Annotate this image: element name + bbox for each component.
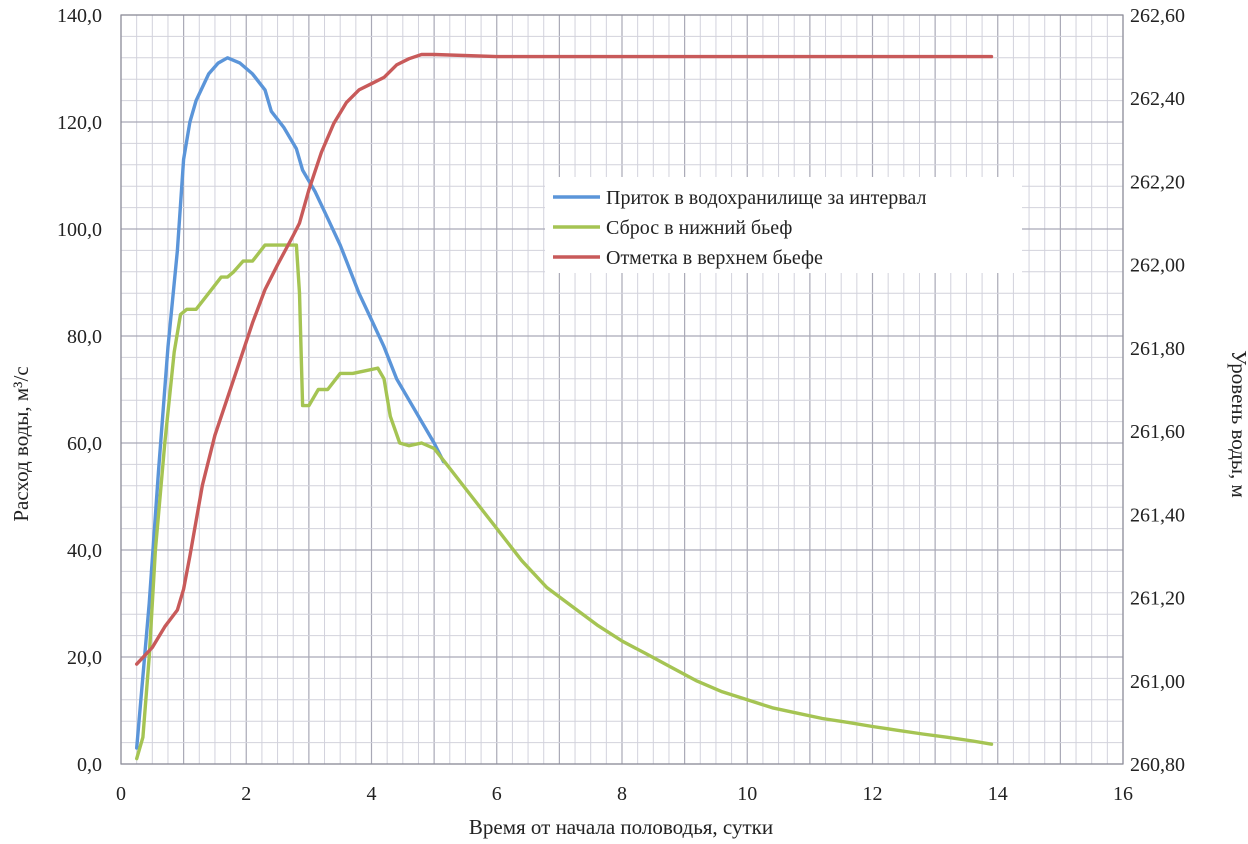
y-right-tick-label: 262,60 xyxy=(1130,5,1185,27)
x-tick-label: 8 xyxy=(617,783,627,805)
x-tick-label: 16 xyxy=(1113,783,1133,805)
legend-item-inflow: Приток в водохранилище за интервал xyxy=(553,187,926,209)
x-tick-label: 2 xyxy=(241,783,251,805)
y-left-tick-label: 120,0 xyxy=(57,112,102,134)
y-right-tick-label: 260,80 xyxy=(1130,754,1185,776)
legend: Приток в водохранилище за интервал Сброс … xyxy=(545,177,1022,273)
series-line-level xyxy=(135,52,994,666)
x-tick-label: 12 xyxy=(863,783,883,805)
x-tick-label: 14 xyxy=(988,783,1008,805)
y-right-tick-label: 261,80 xyxy=(1130,338,1185,360)
y-left-axis-title: Расход воды, м³/с xyxy=(9,366,33,521)
y-right-tick-label: 262,20 xyxy=(1130,171,1185,193)
y-left-tick-label: 0,0 xyxy=(77,754,102,776)
x-tick-label: 4 xyxy=(367,783,377,805)
x-tick-label: 6 xyxy=(492,783,502,805)
y-right-tick-label: 262,00 xyxy=(1130,255,1185,277)
legend-label: Отметка в верхнем бьефе xyxy=(606,247,823,269)
y-right-axis-title: Уровень воды, м xyxy=(1227,350,1248,497)
plot-frame xyxy=(120,14,1124,765)
y-right-tick-label: 261,60 xyxy=(1130,421,1185,443)
y-left-axis-ticks: 0,0 20,0 40,0 60,0 80,0 100,0 120,0 140,0 xyxy=(57,5,102,776)
x-axis-ticks: 0 2 4 6 8 10 12 14 16 xyxy=(116,783,1133,805)
series-line-inflow xyxy=(135,56,446,750)
y-left-tick-label: 60,0 xyxy=(67,433,102,455)
series-line-discharge xyxy=(135,243,994,761)
y-right-tick-label: 262,40 xyxy=(1130,88,1185,110)
y-left-tick-label: 20,0 xyxy=(67,647,102,669)
series-layer xyxy=(135,52,994,761)
y-left-tick-label: 40,0 xyxy=(67,540,102,562)
legend-item-discharge: Сброс в нижний бьеф xyxy=(553,217,792,239)
x-axis-title: Время от начала половодья, сутки xyxy=(469,815,773,839)
y-left-tick-label: 140,0 xyxy=(57,5,102,27)
y-right-tick-label: 261,20 xyxy=(1130,588,1185,610)
grid xyxy=(120,14,1124,765)
x-tick-label: 0 xyxy=(116,783,126,805)
legend-background xyxy=(545,177,1022,273)
y-right-tick-label: 261,40 xyxy=(1130,504,1185,526)
legend-label: Сброс в нижний бьеф xyxy=(606,217,792,239)
legend-label: Приток в водохранилище за интервал xyxy=(606,187,926,209)
y-left-tick-label: 80,0 xyxy=(67,326,102,348)
x-tick-label: 10 xyxy=(737,783,757,805)
legend-item-level: Отметка в верхнем бьефе xyxy=(553,247,823,269)
y-left-tick-label: 100,0 xyxy=(57,219,102,241)
y-right-tick-label: 261,00 xyxy=(1130,671,1185,693)
y-right-axis-ticks: 260,80 261,00 261,20 261,40 261,60 261,80 262,… xyxy=(1130,5,1185,776)
